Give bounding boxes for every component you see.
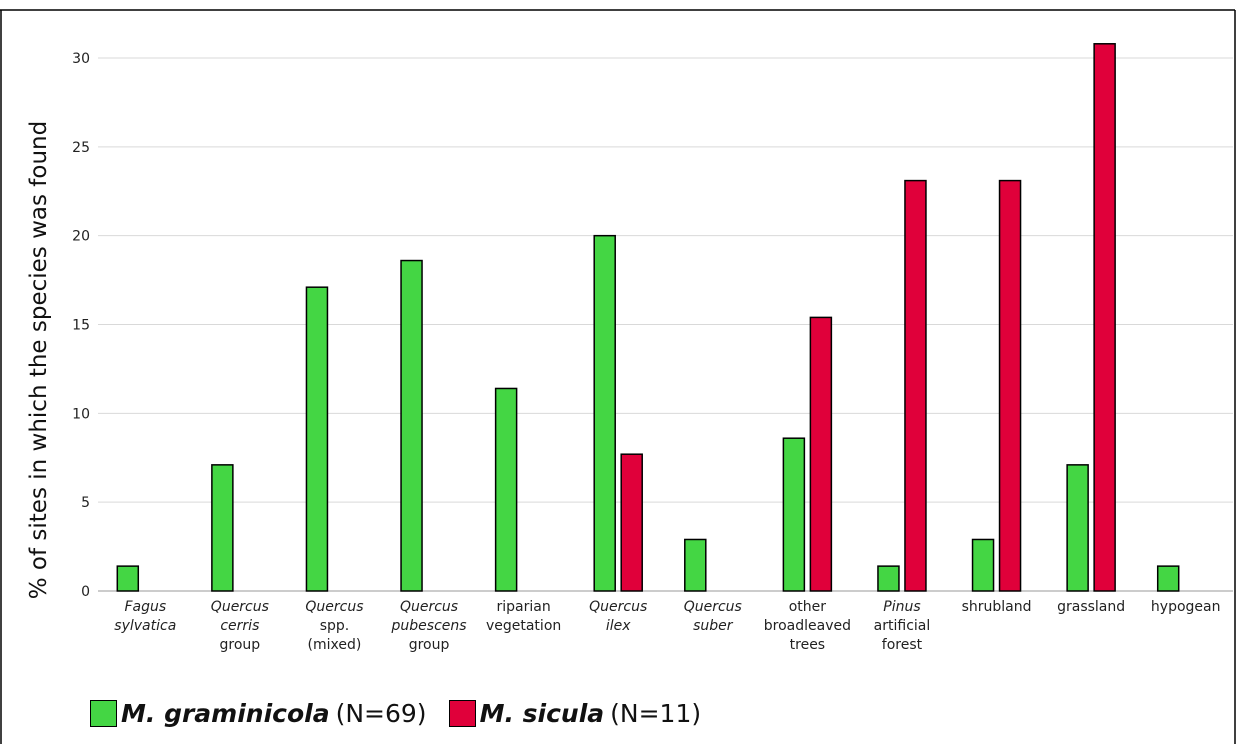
y-tick-label: 25: [72, 140, 90, 156]
y-axis-label: % of sites in which the species was foun…: [26, 121, 52, 599]
x-category-label: forest: [882, 637, 923, 653]
gridlines: [98, 57, 1233, 592]
x-category-label: Quercus: [211, 599, 269, 615]
y-tick-label: 15: [72, 318, 90, 334]
bar-sicula: [809, 316, 833, 592]
bar-sicula: [1093, 43, 1116, 592]
bar-graminicola: [305, 286, 329, 592]
x-category-label: Pinus: [883, 599, 920, 615]
x-category-label: other: [789, 599, 827, 615]
x-category-label: group: [220, 637, 261, 653]
x-category-label: shrubland: [962, 599, 1032, 615]
bar-graminicola: [116, 565, 140, 592]
bar-graminicola: [782, 437, 806, 592]
x-category-label: Fagus: [124, 599, 166, 615]
bar-graminicola: [400, 259, 423, 592]
y-tick-label: 20: [72, 229, 90, 245]
legend-label-sicula: M. sicula: [479, 698, 605, 728]
legend-item-sicula: M. sicula (N=11): [448, 698, 702, 728]
bar-sicula: [620, 453, 643, 592]
x-category-label: Quercus: [305, 599, 363, 615]
y-tick-label: 30: [72, 51, 90, 67]
x-category-label: artificial: [874, 618, 931, 634]
x-category-label: cerris: [220, 618, 259, 634]
y-tick-labels: 0 5 10 15 20 25 30: [72, 51, 90, 600]
x-category-label: trees: [790, 637, 825, 653]
x-category-label: (mixed): [308, 637, 362, 653]
bar-sicula: [998, 179, 1022, 592]
x-category-label: spp.: [320, 618, 350, 634]
x-category-label: Quercus: [684, 599, 742, 615]
legend-swatch-sicula: [448, 699, 476, 727]
legend-count-graminicola: (N=69): [335, 698, 427, 728]
x-category-label: suber: [693, 618, 734, 634]
x-category-label: vegetation: [486, 618, 561, 634]
x-category-label: grassland: [1057, 599, 1125, 615]
y-tick-label: 0: [81, 584, 90, 600]
legend-swatch-graminicola: [90, 699, 117, 727]
bar-graminicola: [971, 538, 995, 592]
y-tick-label: 5: [81, 495, 90, 511]
x-category-label: sylvatica: [114, 618, 176, 634]
bar-graminicola: [877, 565, 900, 592]
bar-graminicola: [211, 464, 234, 592]
bar-graminicola: [1156, 565, 1180, 592]
bars: [116, 43, 1180, 592]
legend-label-graminicola: M. graminicola: [121, 698, 330, 728]
x-category-label: Quercus: [589, 599, 647, 615]
x-category-label: ilex: [606, 618, 631, 634]
bar-graminicola: [684, 538, 707, 592]
bar-graminicola: [593, 234, 616, 592]
y-tick-label: 10: [72, 406, 90, 422]
bar-graminicola: [1066, 464, 1089, 592]
x-category-label: riparian: [497, 599, 551, 615]
x-category-label: group: [409, 637, 450, 653]
x-category-label: pubescens: [391, 618, 467, 634]
x-category-label: hypogean: [1151, 599, 1221, 615]
legend-count-sicula: (N=11): [610, 698, 702, 728]
bar-graminicola: [494, 387, 518, 592]
legend-item-graminicola: M. graminicola (N=69): [90, 699, 427, 728]
x-category-label: Quercus: [400, 599, 458, 615]
legend: M. graminicola (N=69) M. sicula (N=11): [90, 697, 723, 729]
x-category-label: broadleaved: [764, 618, 851, 634]
x-category-labels: Fagus sylvatica Quercus cerris group Quercus s…: [114, 599, 1220, 653]
bar-sicula: [904, 179, 927, 592]
